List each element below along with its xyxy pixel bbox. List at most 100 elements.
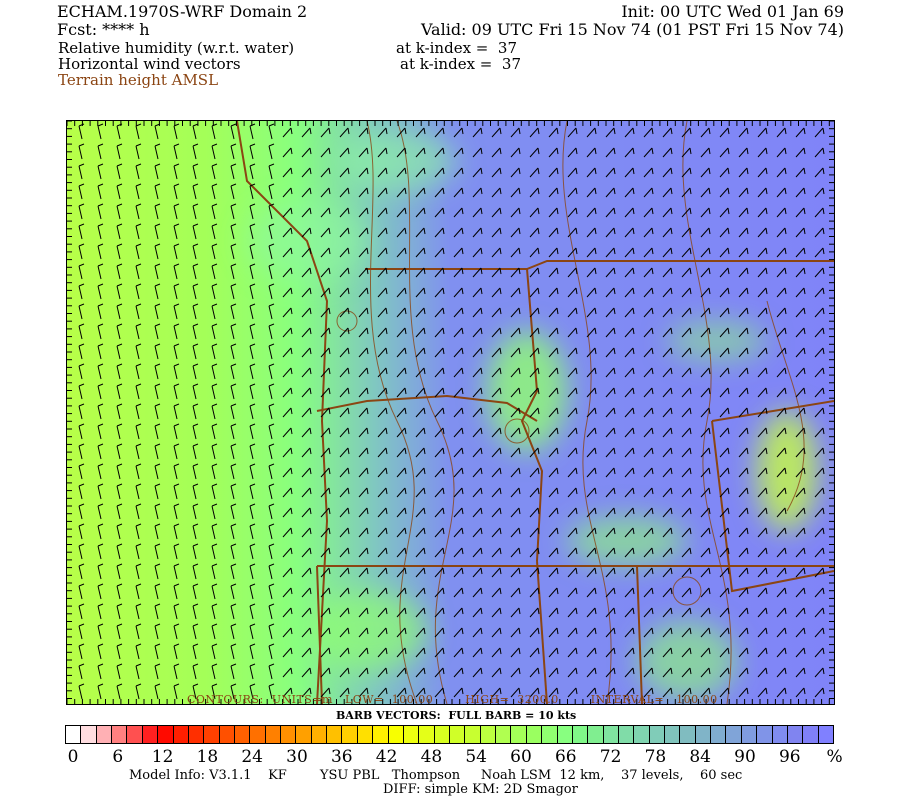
wind-barb	[624, 327, 635, 338]
wind-barb	[282, 547, 293, 558]
wind-barb	[795, 467, 806, 478]
wind-barb	[624, 447, 635, 458]
wind-barb	[643, 167, 654, 178]
wind-barb	[491, 667, 502, 678]
wind-barb	[377, 447, 388, 458]
wind-barb	[776, 367, 787, 378]
wind-barb	[472, 187, 483, 198]
wind-barb	[662, 207, 673, 218]
wind-barb	[814, 327, 825, 338]
wind-barb	[192, 423, 199, 440]
wind-barb	[814, 467, 825, 478]
wind-barb	[757, 327, 768, 338]
wind-barb	[282, 387, 293, 398]
wind-barb	[377, 327, 388, 338]
wind-barb	[173, 223, 180, 240]
wind-barb	[814, 587, 825, 598]
wind-barb	[230, 383, 237, 400]
wind-barb	[510, 487, 521, 498]
wind-barb	[192, 143, 199, 160]
wind-barb	[396, 527, 407, 538]
wind-barb	[358, 467, 369, 478]
wind-barb	[301, 647, 312, 658]
wind-barb	[230, 583, 237, 600]
wind-barb	[472, 607, 483, 618]
wind-barb	[434, 147, 445, 158]
wind-barb	[415, 647, 426, 658]
wind-barb	[700, 227, 711, 238]
wind-barb	[719, 207, 730, 218]
plot-title: ECHAM.1970S-WRF Domain 2	[57, 2, 308, 21]
wind-barb	[116, 383, 123, 400]
wind-barb	[529, 627, 540, 638]
wind-barb	[415, 327, 426, 338]
wind-barb	[643, 447, 654, 458]
wind-barb	[795, 527, 806, 538]
wind-barb	[249, 623, 256, 640]
wind-barb	[135, 323, 142, 340]
wind-barb	[268, 343, 275, 360]
wind-barb	[377, 127, 388, 138]
colorbar-label: 12	[151, 747, 174, 767]
wind-barb	[719, 267, 730, 278]
wind-barb	[548, 507, 559, 518]
wind-barb	[776, 467, 787, 478]
wind-barb	[738, 567, 749, 578]
wind-barb	[491, 567, 502, 578]
wind-barb	[529, 227, 540, 238]
wind-barb	[757, 407, 768, 418]
wind-barb	[97, 343, 104, 360]
colorbar-swatch	[311, 726, 328, 743]
wind-barb	[211, 223, 218, 240]
wind-barb	[268, 683, 275, 700]
wind-barb	[230, 283, 237, 300]
wind-barb	[154, 663, 161, 680]
wind-barb	[567, 307, 578, 318]
wind-barb	[738, 327, 749, 338]
wind-barb	[662, 587, 673, 598]
wind-barb	[282, 187, 293, 198]
wind-barb	[643, 407, 654, 418]
wind-barb	[320, 567, 331, 578]
wind-barb	[320, 487, 331, 498]
wind-barb	[586, 687, 597, 698]
wind-barb	[415, 167, 426, 178]
colorbar-swatch	[757, 726, 773, 743]
wind-barb	[97, 203, 104, 220]
wind-barb	[776, 327, 787, 338]
wind-barb	[97, 363, 104, 380]
wind-barb	[211, 403, 218, 420]
colorbar-label: 90	[734, 747, 756, 767]
wind-barb	[548, 307, 559, 318]
wind-barb	[173, 663, 180, 680]
wind-barb	[738, 187, 749, 198]
wind-barb	[757, 347, 768, 358]
wind-barb	[472, 507, 483, 518]
wind-barb	[776, 287, 787, 298]
wind-barb	[154, 183, 161, 200]
wind-barb	[472, 427, 483, 438]
colorbar-swatch	[496, 726, 512, 743]
wind-barb	[605, 207, 616, 218]
wind-barb	[472, 487, 483, 498]
wind-barb	[586, 487, 597, 498]
colorbar-swatch	[204, 726, 220, 743]
wind-barb	[301, 447, 312, 458]
wind-barb	[358, 487, 369, 498]
wind-barb	[567, 687, 578, 698]
wind-barb	[548, 327, 559, 338]
wind-barb	[78, 663, 85, 680]
wind-barb	[624, 407, 635, 418]
wind-barb	[700, 267, 711, 278]
wind-barb	[814, 387, 825, 398]
wind-barb	[586, 447, 597, 458]
wind-barb	[301, 367, 312, 378]
wind-barb	[586, 227, 597, 238]
wind-barb	[510, 507, 521, 518]
wind-barb	[211, 543, 218, 560]
wind-barb	[453, 587, 464, 598]
wind-barb	[814, 447, 825, 458]
wind-barb	[567, 127, 578, 138]
wind-barb	[453, 507, 464, 518]
wind-barb	[377, 487, 388, 498]
